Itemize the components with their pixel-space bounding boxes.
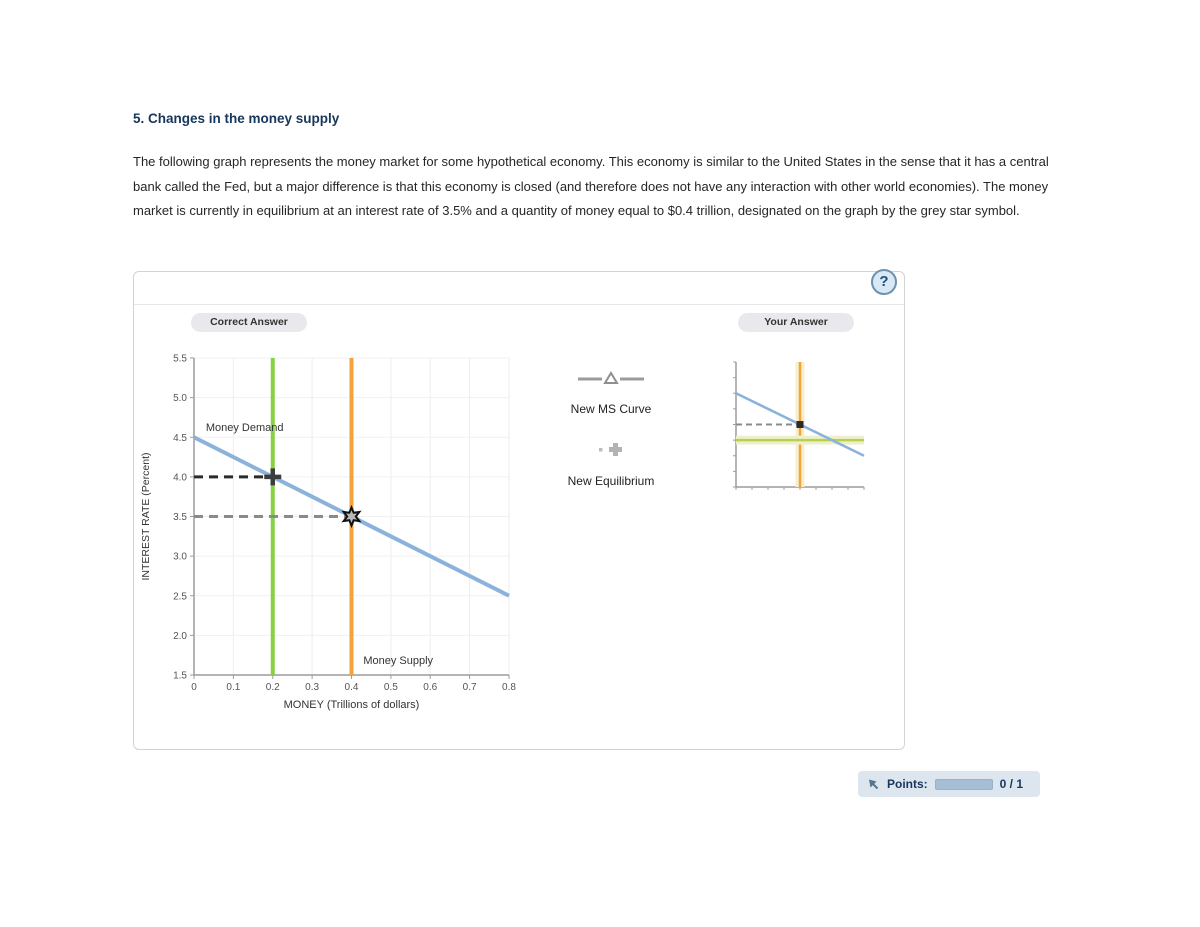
points-progress-bar: [934, 778, 993, 790]
tool-label-new-equilibrium: New Equilibrium: [567, 474, 655, 488]
points-badge: Points: 0 / 1: [858, 771, 1040, 797]
tool-new-equilibrium[interactable]: New Equilibrium: [567, 440, 655, 488]
y-tick-label: 3.0: [173, 552, 187, 563]
points-score: 0 / 1: [999, 777, 1024, 791]
tool-palette: New MS Curve New Equilibrium: [516, 370, 706, 488]
money-demand-line-label: Money Demand: [206, 422, 284, 434]
question-text: The following graph represents the money…: [133, 154, 1049, 218]
x-axis-title: MONEY (Trillions of dollars): [284, 699, 420, 711]
grade-flag-icon: [869, 779, 879, 789]
x-tick-label: 0.6: [423, 682, 437, 693]
initial-equilibrium-star: [341, 504, 362, 529]
x-tick-label: 0.3: [305, 682, 319, 693]
plus-icon: [598, 443, 622, 456]
answer-panel: ? Correct Answer Your Answer 0 0.1 0.2 0.3 0…: [133, 269, 905, 750]
y-tick-label: 4.5: [173, 433, 187, 444]
your-answer-badge: Your Answer: [738, 313, 854, 332]
y-tick-label: 3.5: [173, 512, 187, 523]
question-title: 5. Changes in the money supply: [133, 111, 340, 126]
panel-header: ?: [134, 269, 904, 305]
correct-answer-badge: Correct Answer: [191, 313, 307, 332]
your-answer-chart: [733, 361, 865, 490]
help-icon[interactable]: ?: [871, 269, 897, 295]
y-tick-label: 2.0: [173, 631, 187, 642]
x-tick-label: 0.8: [502, 682, 516, 693]
new-equilibrium-plus: [264, 468, 282, 486]
y-tick-label: 5.0: [173, 393, 187, 404]
tool-label-new-ms-curve: New MS Curve: [570, 402, 652, 416]
your-equilibrium-marker: [796, 421, 804, 428]
x-tick-label: 0.4: [345, 682, 359, 693]
y-tick-label: 2.5: [173, 591, 187, 602]
line-with-triangle-icon: [578, 371, 644, 384]
y-tick-label: 4.0: [173, 472, 187, 483]
x-tick-label: 0.7: [463, 682, 477, 693]
points-label: Points:: [887, 777, 928, 791]
x-tick-label: 0.2: [266, 682, 280, 693]
x-tick-label: 0.1: [226, 682, 240, 693]
x-tick-label: 0: [191, 682, 197, 693]
money-supply-line-label: Money Supply: [363, 655, 433, 667]
tool-new-ms-curve[interactable]: New MS Curve: [570, 370, 652, 416]
y-tick-label: 1.5: [173, 671, 187, 682]
x-tick-label: 0.5: [384, 682, 398, 693]
correct-answer-chart: 0 0.1 0.2 0.3 0.4 0.5 0.6 0.7 0.8 1.5 2.0 2.5 3.0 3.5…: [140, 354, 516, 712]
y-tick-label: 5.5: [173, 354, 187, 365]
y-axis-title: INTEREST RATE (Percent): [140, 453, 152, 581]
